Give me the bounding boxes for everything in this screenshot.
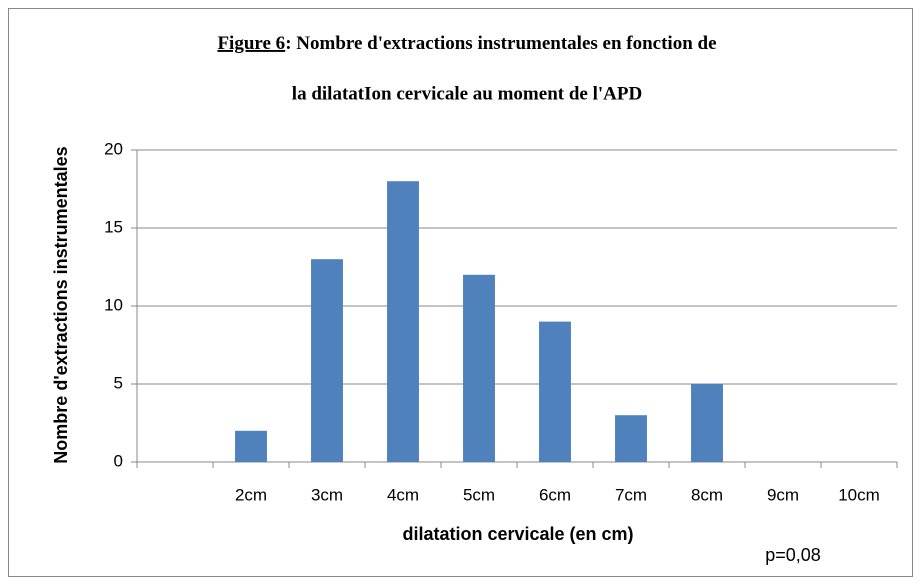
bar: [387, 181, 419, 462]
figure-label: Figure 6: [217, 33, 285, 54]
x-tick-label: 6cm: [539, 485, 571, 504]
x-tick-label: 10cm: [838, 485, 880, 504]
x-tick-label: 2cm: [235, 485, 267, 504]
y-tick-label: 15: [104, 217, 123, 236]
y-axis-title: Nombre d'extractions instrumentales: [51, 146, 71, 463]
y-tick-label: 10: [104, 295, 123, 314]
chart-border: [8, 8, 913, 577]
title-line: : Nombre d'extractions instrumentales en…: [285, 33, 716, 54]
x-tick-label: 5cm: [463, 485, 495, 504]
x-tick-label: 7cm: [615, 485, 647, 504]
chart-title: la dilatatIon cervicale au moment de l'A…: [292, 83, 642, 104]
y-tick-label: 20: [104, 139, 123, 158]
annotation: p=0,08: [765, 545, 821, 565]
bar: [235, 430, 267, 462]
x-tick-label: 9cm: [767, 485, 799, 504]
bar: [539, 321, 571, 462]
bar: [311, 259, 343, 462]
bar: [615, 415, 647, 462]
x-tick-label: 3cm: [311, 485, 343, 504]
x-axis-title: dilatation cervicale (en cm): [402, 524, 633, 544]
x-tick-label: 4cm: [387, 485, 419, 504]
bar: [463, 274, 495, 462]
bar: [691, 384, 723, 462]
y-tick-label: 5: [114, 373, 123, 392]
chart-title: Figure 6: Nombre d'extractions instrumen…: [217, 33, 716, 54]
x-tick-label: 8cm: [691, 485, 723, 504]
y-tick-label: 0: [114, 451, 123, 470]
